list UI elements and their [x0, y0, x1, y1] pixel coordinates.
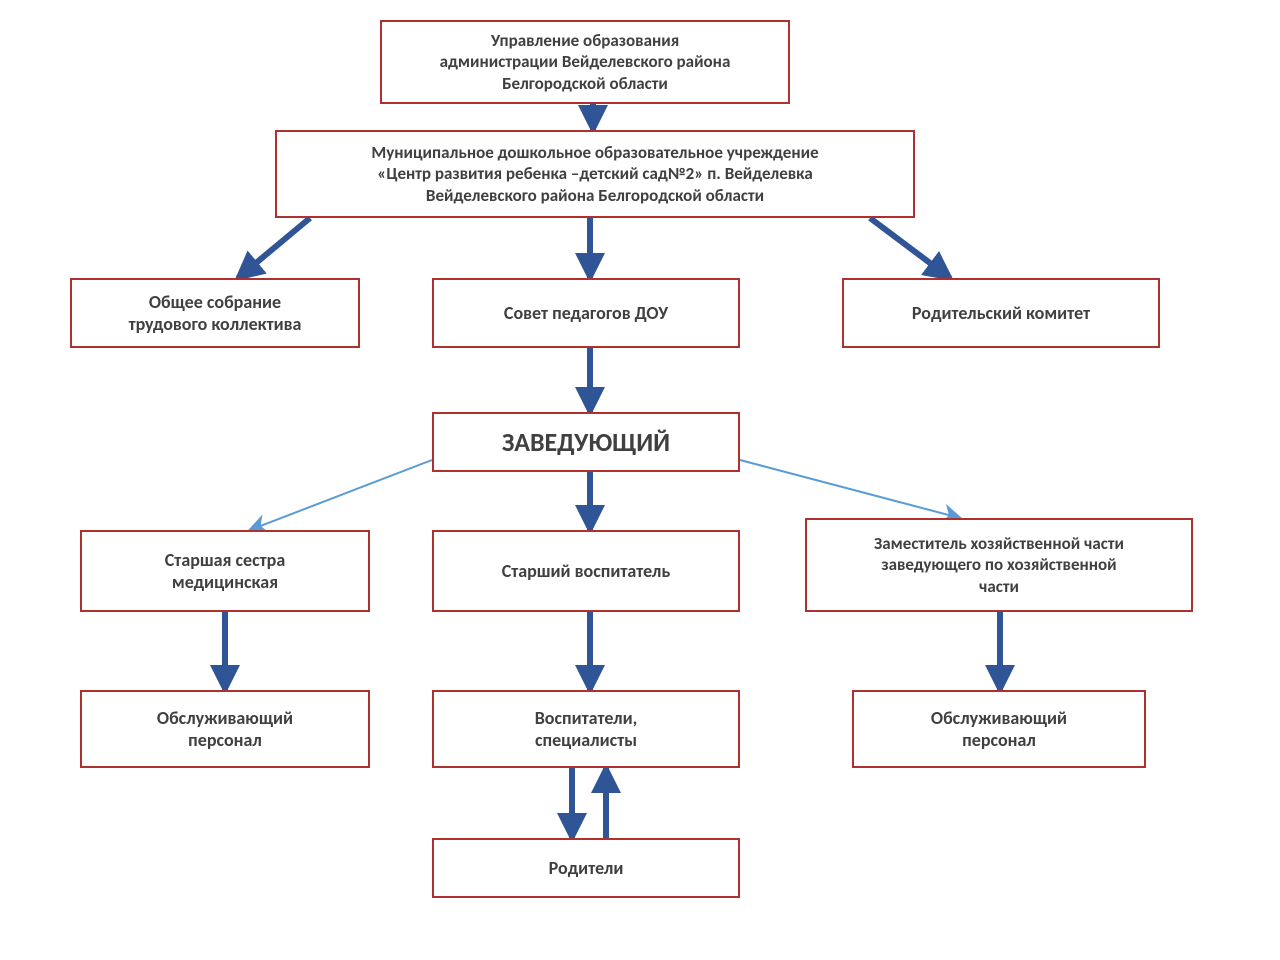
- node-n12: Обслуживающийперсонал: [852, 690, 1146, 768]
- node-label: Старший воспитатель: [502, 560, 671, 583]
- node-n6: ЗАВЕДУЮЩИЙ: [432, 412, 740, 472]
- node-n1: Управление образованияадминистрации Вейд…: [380, 20, 790, 104]
- node-label: Управление образованияадминистрации Вейд…: [440, 30, 731, 94]
- node-label: Общее собраниетрудового коллектива: [129, 291, 302, 336]
- node-label: Заместитель хозяйственной частизаведующе…: [874, 533, 1124, 597]
- edge: [870, 218, 950, 278]
- node-label: Родители: [549, 857, 624, 880]
- node-n8: Старший воспитатель: [432, 530, 740, 612]
- node-n4: Совет педагогов ДОУ: [432, 278, 740, 348]
- node-label: ЗАВЕДУЮЩИЙ: [502, 426, 670, 459]
- node-label: Старшая сестрамедицинская: [165, 549, 285, 594]
- node-n10: Обслуживающийперсонал: [80, 690, 370, 768]
- node-n2: Муниципальное дошкольное образовательное…: [275, 130, 915, 218]
- node-n13: Родители: [432, 838, 740, 898]
- node-label: Обслуживающийперсонал: [157, 707, 293, 752]
- node-label: Воспитатели,специалисты: [535, 707, 638, 752]
- node-label: Родительский комитет: [912, 302, 1090, 325]
- node-n7: Старшая сестрамедицинская: [80, 530, 370, 612]
- node-n11: Воспитатели,специалисты: [432, 690, 740, 768]
- node-n3: Общее собраниетрудового коллектива: [70, 278, 360, 348]
- node-label: Совет педагогов ДОУ: [504, 302, 668, 325]
- edge: [238, 218, 310, 278]
- node-label: Обслуживающийперсонал: [931, 707, 1067, 752]
- node-n9: Заместитель хозяйственной частизаведующе…: [805, 518, 1193, 612]
- node-label: Муниципальное дошкольное образовательное…: [371, 142, 818, 206]
- edge: [740, 460, 960, 518]
- node-n5: Родительский комитет: [842, 278, 1160, 348]
- edge: [250, 460, 432, 530]
